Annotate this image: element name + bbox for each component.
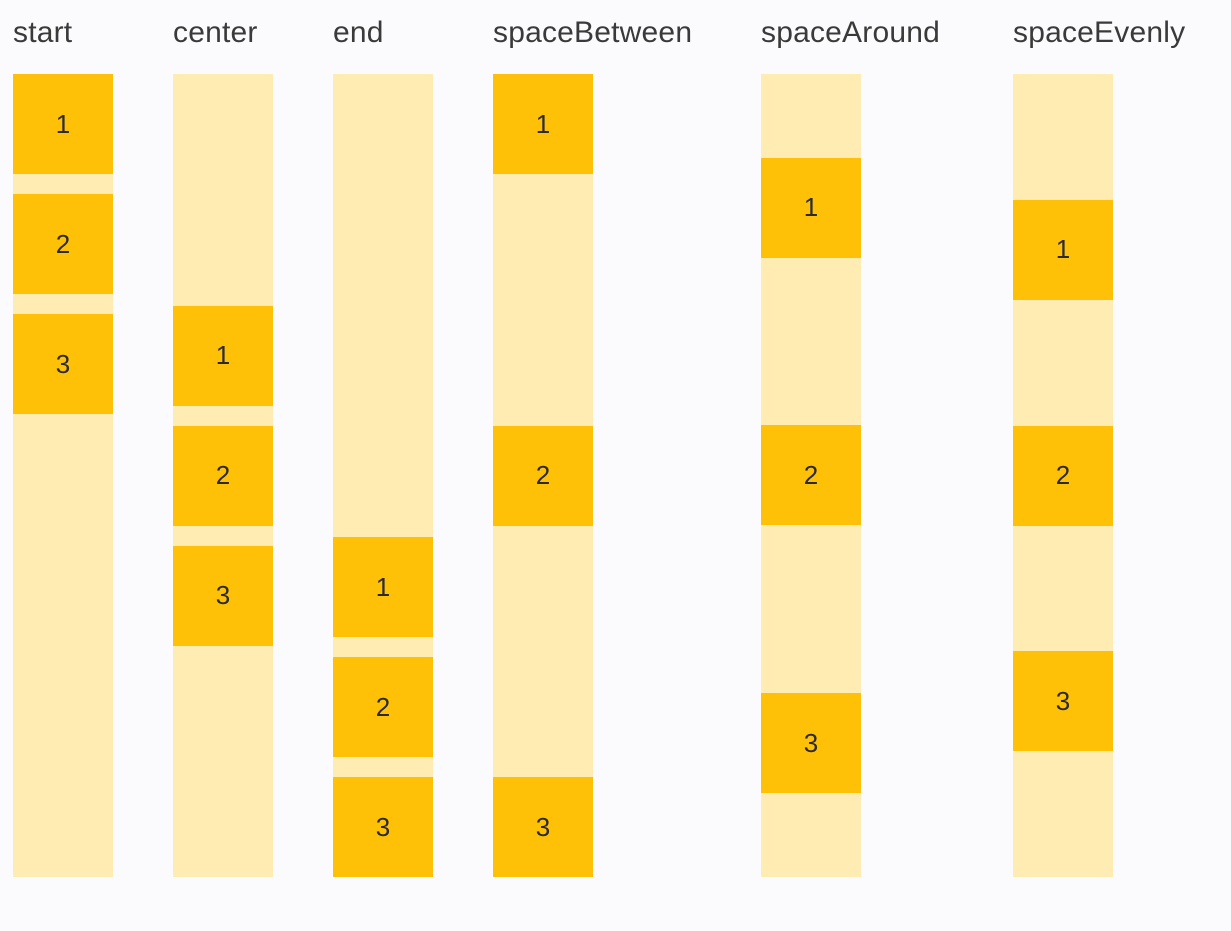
flex-item: 3: [493, 777, 593, 877]
flex-item: 2: [13, 194, 113, 294]
flex-item: 1: [493, 74, 593, 174]
flex-container-space-evenly: 1 2 3: [1013, 74, 1113, 877]
flex-container-space-around: 1 2 3: [761, 74, 861, 877]
column-label-end: end: [333, 16, 384, 49]
flex-container-space-between: 1 2 3: [493, 74, 593, 877]
flex-item: 2: [1013, 425, 1113, 526]
flex-item: 3: [333, 777, 433, 877]
column-label-space-around: spaceAround: [761, 16, 940, 49]
flex-item: 2: [173, 425, 273, 526]
flex-item: 2: [493, 425, 593, 526]
flex-container-center: 1 2 3: [173, 74, 273, 877]
column-label-space-between: spaceBetween: [493, 16, 693, 49]
flex-item: 3: [1013, 651, 1113, 752]
flex-item: 2: [333, 657, 433, 757]
flex-item: 1: [333, 537, 433, 637]
flex-item: 1: [13, 74, 113, 174]
flex-item: 1: [761, 157, 861, 258]
flex-item: 3: [761, 693, 861, 794]
flex-container-start: 1 2 3: [13, 74, 113, 877]
flex-item: 3: [173, 545, 273, 646]
column-label-center: center: [173, 16, 258, 49]
flex-item: 2: [761, 425, 861, 526]
flex-container-end: 1 2 3: [333, 74, 433, 877]
flex-item: 1: [1013, 199, 1113, 300]
column-label-start: start: [13, 16, 73, 49]
flex-item: 3: [13, 314, 113, 414]
flex-item: 1: [173, 305, 273, 406]
column-label-space-evenly: spaceEvenly: [1013, 16, 1186, 49]
